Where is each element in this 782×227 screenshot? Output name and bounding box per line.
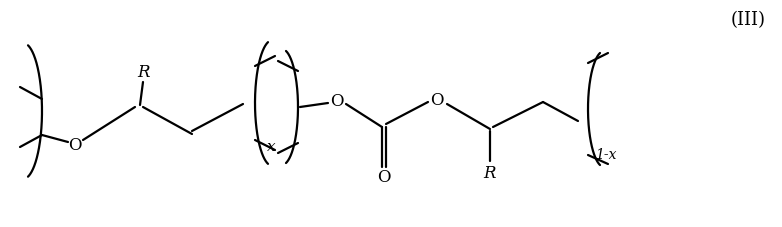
Text: R: R [484,164,497,181]
Text: O: O [377,168,391,185]
Text: R: R [137,63,149,80]
Text: O: O [330,92,344,109]
Text: 1-x: 1-x [595,147,616,161]
Text: O: O [430,91,443,108]
Text: (III): (III) [730,11,766,29]
Text: x: x [267,139,275,153]
Text: O: O [68,136,82,153]
